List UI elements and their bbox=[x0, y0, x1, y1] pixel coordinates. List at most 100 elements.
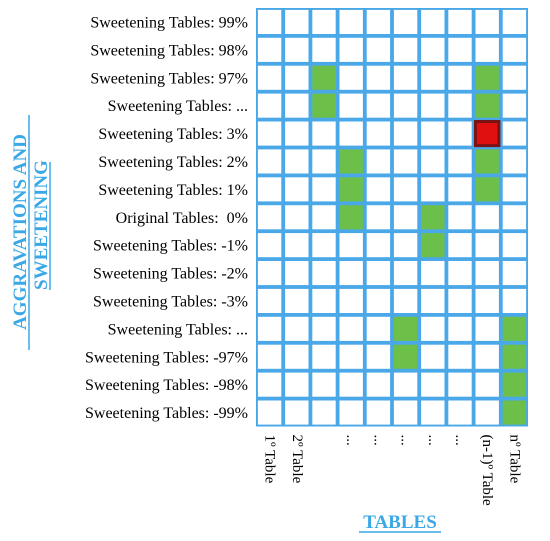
grid-cell bbox=[393, 121, 418, 146]
grid-cell bbox=[448, 149, 472, 174]
grid-cell bbox=[393, 177, 418, 202]
grid-cell bbox=[366, 205, 391, 230]
grid-cell bbox=[257, 177, 282, 202]
grid-cell bbox=[285, 65, 309, 90]
grid-cell-green bbox=[475, 65, 499, 90]
grid-cell bbox=[421, 9, 445, 34]
grid-cell bbox=[421, 93, 445, 118]
grid-cell bbox=[285, 316, 309, 341]
column-label: 1º Table bbox=[262, 435, 278, 484]
column-labels: 1º Table 2º Table............... (n-1)º Ta… bbox=[262, 435, 523, 507]
row-label: Sweetening Tables: 97% bbox=[90, 70, 248, 87]
grid-cell-green bbox=[421, 233, 445, 258]
grid-cell bbox=[257, 344, 282, 369]
grid-cell-green bbox=[502, 400, 527, 425]
grid-cell bbox=[312, 121, 336, 146]
grid-cell bbox=[257, 400, 282, 425]
grid-cell bbox=[366, 233, 391, 258]
grid-cell bbox=[393, 65, 418, 90]
grid-cell bbox=[339, 372, 363, 397]
grid-cell bbox=[502, 37, 527, 62]
grid-cell bbox=[312, 37, 336, 62]
grid-cell bbox=[393, 288, 418, 313]
grid-cell bbox=[448, 205, 472, 230]
column-label: ... bbox=[425, 435, 441, 446]
grid-cell bbox=[366, 400, 391, 425]
grid-cell bbox=[257, 121, 282, 146]
grid-cell bbox=[421, 177, 445, 202]
grid-cell bbox=[339, 261, 363, 286]
grid-cell bbox=[312, 400, 336, 425]
grid-cell bbox=[475, 205, 499, 230]
grid-cell bbox=[312, 233, 336, 258]
grid-cell bbox=[312, 9, 336, 34]
grid-cell-green bbox=[475, 177, 499, 202]
grid-cell bbox=[339, 37, 363, 62]
grid-cell bbox=[475, 288, 499, 313]
row-label: Original Tables: 0% bbox=[116, 210, 248, 227]
grid-cell bbox=[421, 288, 445, 313]
grid-cell bbox=[285, 233, 309, 258]
column-label: ... bbox=[343, 435, 359, 446]
grid-cell bbox=[257, 149, 282, 174]
grid-cell bbox=[393, 149, 418, 174]
grid-cell bbox=[257, 261, 282, 286]
grid-cell bbox=[366, 288, 391, 313]
grid-cell bbox=[339, 65, 363, 90]
grid-cell bbox=[285, 9, 309, 34]
grid-cell bbox=[502, 288, 527, 313]
grid-cell bbox=[312, 177, 336, 202]
grid-cell bbox=[257, 316, 282, 341]
grid-cell bbox=[475, 372, 499, 397]
grid-cell bbox=[339, 93, 363, 118]
row-labels: Sweetening Tables: 99% Sweetening Tables:… bbox=[85, 14, 248, 422]
grid-cell-green bbox=[502, 372, 527, 397]
grid-cell bbox=[448, 261, 472, 286]
grid-cell bbox=[421, 121, 445, 146]
grid-cell bbox=[421, 37, 445, 62]
grid-cell bbox=[448, 344, 472, 369]
row-label: Sweetening Tables: 3% bbox=[98, 126, 248, 143]
grid-cell-green bbox=[502, 344, 527, 369]
grid-cell bbox=[312, 316, 336, 341]
grid-cell bbox=[285, 93, 309, 118]
grid-cell bbox=[448, 9, 472, 34]
grid-cell bbox=[257, 205, 282, 230]
grid-cell bbox=[366, 372, 391, 397]
grid-cell bbox=[502, 177, 527, 202]
grid-cell bbox=[475, 9, 499, 34]
grid-cell bbox=[393, 93, 418, 118]
grid-cell bbox=[393, 400, 418, 425]
grid-cell bbox=[312, 372, 336, 397]
grid-cell bbox=[285, 288, 309, 313]
grid-cell bbox=[285, 121, 309, 146]
row-label: Sweetening Tables: -97% bbox=[85, 349, 248, 366]
grid-cell bbox=[502, 9, 527, 34]
grid-cell bbox=[421, 65, 445, 90]
grid-cell bbox=[366, 121, 391, 146]
grid-cell bbox=[285, 149, 309, 174]
row-label: Sweetening Tables: -1% bbox=[93, 238, 248, 255]
grid-cell bbox=[448, 400, 472, 425]
grid-cell bbox=[285, 205, 309, 230]
grid-cell bbox=[339, 344, 363, 369]
grid-cell-green bbox=[475, 149, 499, 174]
y-axis-title-line1: AGGRAVATIONS AND bbox=[10, 134, 31, 330]
grid-cell-green bbox=[393, 316, 418, 341]
grid-cell bbox=[502, 261, 527, 286]
grid-cell bbox=[475, 233, 499, 258]
grid-cell-green bbox=[339, 149, 363, 174]
row-label: Sweetening Tables: 2% bbox=[98, 154, 248, 171]
row-label: Sweetening Tables: -2% bbox=[93, 266, 248, 283]
grid-cell bbox=[339, 121, 363, 146]
grid-cell bbox=[421, 400, 445, 425]
grid-cell bbox=[312, 205, 336, 230]
grid-cell-green bbox=[502, 316, 527, 341]
column-label: 2º Table bbox=[289, 435, 305, 484]
grid-cell bbox=[339, 233, 363, 258]
grid-cell bbox=[448, 288, 472, 313]
row-label: Sweetening Tables: 99% bbox=[90, 14, 248, 31]
grid-cell bbox=[285, 177, 309, 202]
grid-cell bbox=[448, 121, 472, 146]
grid-cell bbox=[393, 37, 418, 62]
